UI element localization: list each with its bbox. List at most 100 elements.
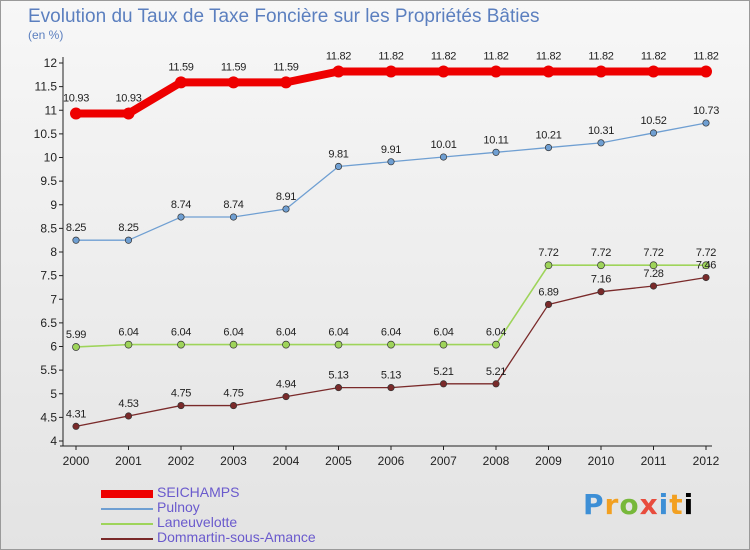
data-point [492,380,500,388]
data-label: 10.93 [115,93,141,105]
y-tick-label: 7.5 [40,269,57,283]
y-tick-label: 5.5 [40,363,57,377]
data-label: 6.04 [118,327,138,339]
data-label: 5.13 [328,370,348,382]
legend-label: Laneuvelotte [157,514,238,530]
data-label: 10.01 [430,139,456,151]
data-point [227,76,240,89]
legend-swatch [101,538,153,540]
data-point [387,340,395,349]
data-point [702,261,710,270]
data-point [229,213,238,221]
data-label: 6.04 [171,327,191,339]
data-point [597,261,605,270]
data-point [702,273,710,282]
x-tick-label: 2002 [168,454,195,468]
y-tick-label: 4 [50,434,57,448]
data-label: 8.74 [223,199,243,211]
data-point [177,402,185,410]
chart-title: Evolution du Taux de Taxe Foncière sur l… [28,6,540,27]
data-label: 7.46 [696,260,716,272]
data-label: 5.21 [433,366,453,378]
data-label: 5.21 [486,366,506,378]
data-point [72,422,80,430]
data-point [544,261,553,270]
data-point [544,300,553,308]
data-label: 4.53 [118,398,138,410]
data-point [124,236,133,244]
data-label: 10.93 [63,93,89,105]
data-label: 6.04 [276,327,296,339]
data-label: 10.11 [483,134,508,146]
y-tick-label: 8 [50,245,57,259]
data-label: 7.72 [591,247,611,259]
data-label: 4.94 [276,379,296,391]
data-label: 10.73 [693,105,719,117]
data-point [647,65,660,78]
data-point [542,65,555,78]
y-tick-label: 10.5 [34,127,58,141]
data-point [649,129,658,137]
data-point [334,340,343,349]
data-point [282,393,290,401]
data-label: 11.82 [641,51,666,63]
data-point [387,158,395,166]
y-tick-label: 6 [50,340,57,354]
data-point [597,139,605,147]
data-label: 8.25 [118,222,138,234]
data-label: 7.16 [591,274,611,286]
data-label: 8.91 [276,191,296,203]
data-label: 11.82 [588,51,613,63]
data-point [544,144,553,152]
data-point [700,65,712,78]
x-tick-label: 2003 [220,454,247,468]
y-tick-label: 10 [44,151,58,165]
data-label: 10.31 [588,125,614,137]
data-label: 6.04 [433,327,453,339]
data-point [492,340,500,349]
x-tick-label: 2006 [378,454,405,468]
y-tick-label: 11.5 [35,80,58,94]
y-tick-label: 9.5 [40,174,57,188]
series-line [72,67,710,118]
y-axis-unit: (en %) [28,28,64,42]
data-point [229,340,238,349]
data-point [229,402,238,410]
data-point [177,213,185,221]
data-label: 7.72 [696,247,716,259]
data-point [702,119,710,127]
data-label: 11.82 [483,51,508,63]
x-tick-label: 2004 [273,454,300,468]
legend-label: Pulnoy [157,499,200,515]
y-tick-label: 9 [50,198,57,212]
data-label: 9.91 [381,144,401,156]
data-label: 11.82 [326,51,351,63]
data-label: 6.89 [538,286,558,298]
data-label: 11.59 [168,61,193,73]
data-label: 6.04 [223,327,243,339]
data-point [334,384,343,392]
data-point [72,236,80,244]
x-tick-label: 2001 [115,454,142,468]
data-label: 4.75 [223,388,243,400]
data-label: 4.75 [171,388,191,400]
y-tick-label: 6.5 [40,316,57,330]
data-point [492,148,500,156]
data-label: 10.52 [640,115,666,127]
data-point [439,153,448,161]
data-point [387,384,395,392]
data-label: 11.82 [693,51,718,63]
data-label: 10.21 [535,130,561,142]
data-label: 6.04 [486,327,506,339]
data-point [597,288,605,296]
y-tick-label: 8.5 [40,221,57,235]
data-point [124,412,133,420]
data-point [385,65,397,78]
data-point [649,261,658,270]
data-point [490,65,502,78]
data-point [72,343,80,351]
data-point [332,65,345,78]
series-line [75,122,707,241]
